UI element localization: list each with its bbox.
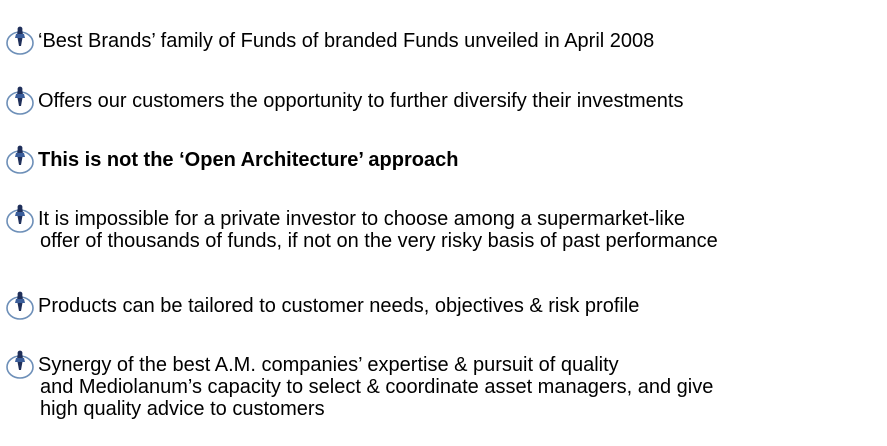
bullet-text: ‘Best Brands’ family of Funds of branded… — [38, 30, 654, 52]
bullet-text: This is not the ‘Open Architecture’ appr… — [38, 149, 458, 171]
text-line: Products can be tailored to customer nee… — [38, 295, 640, 317]
text-line: offer of thousands of funds, if not on t… — [40, 230, 718, 252]
text-line: Offers our customers the opportunity to … — [38, 90, 684, 112]
text-line: Synergy of the best A.M. companies’ expe… — [38, 354, 619, 376]
bullet-icon — [6, 86, 34, 115]
bullet-icon — [6, 26, 34, 55]
text-line: ‘Best Brands’ family of Funds of branded… — [38, 30, 655, 52]
text-line: and Mediolanum’s capacity to select & co… — [40, 376, 714, 398]
bullet-icon — [6, 145, 34, 174]
text-line: high quality advice to customers — [40, 398, 325, 420]
bullet-icon — [6, 204, 34, 233]
text-line: This is not the ‘Open Architecture’ appr… — [38, 149, 459, 171]
bullet-text: Offers our customers the opportunity to … — [38, 90, 683, 112]
bullet-icon — [6, 291, 34, 320]
bullet-text: It is impossible for a private investor … — [38, 208, 718, 252]
bullet-text: Synergy of the best A.M. companies’ expe… — [38, 354, 713, 420]
bullet-text: Products can be tailored to customer nee… — [38, 295, 639, 317]
text-line: It is impossible for a private investor … — [38, 208, 685, 230]
bullet-icon — [6, 350, 34, 379]
